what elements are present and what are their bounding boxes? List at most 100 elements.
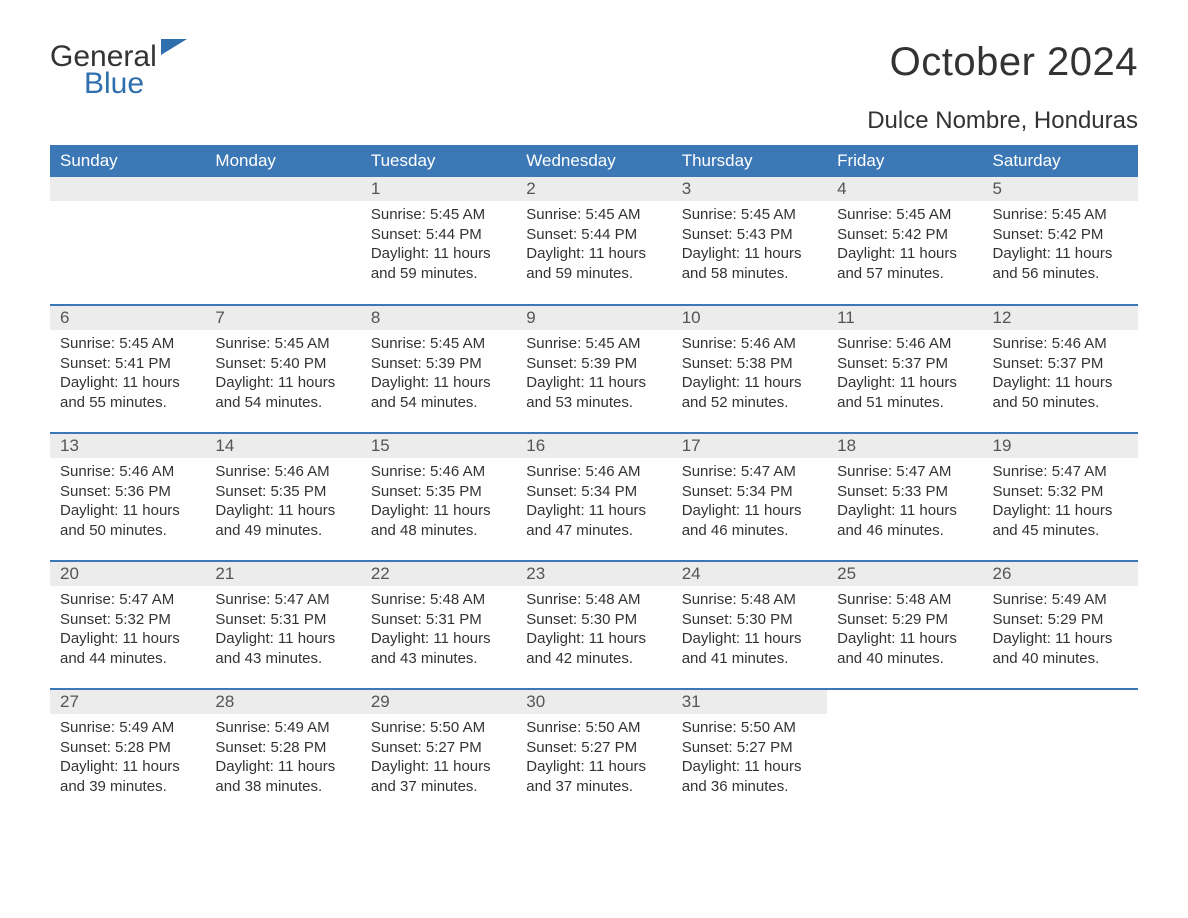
daylight-line: Daylight: 11 hours and 40 minutes. — [993, 629, 1128, 668]
day-number: 4 — [827, 177, 982, 201]
calendar-day-cell: 26Sunrise: 5:49 AMSunset: 5:29 PMDayligh… — [983, 561, 1138, 689]
day-number: 6 — [50, 306, 205, 330]
day-header: Tuesday — [361, 145, 516, 177]
sunset-line: Sunset: 5:37 PM — [993, 354, 1128, 374]
sunset-line: Sunset: 5:27 PM — [682, 738, 817, 758]
sunrise-line: Sunrise: 5:47 AM — [993, 462, 1128, 482]
day-header: Wednesday — [516, 145, 671, 177]
sunrise-line: Sunrise: 5:46 AM — [682, 334, 817, 354]
sunset-line: Sunset: 5:39 PM — [371, 354, 506, 374]
location-label: Dulce Nombre, Honduras — [50, 107, 1138, 135]
sunrise-line: Sunrise: 5:48 AM — [371, 590, 506, 610]
calendar-day-cell — [205, 177, 360, 305]
sunset-line: Sunset: 5:36 PM — [60, 482, 195, 502]
day-number: 5 — [983, 177, 1138, 201]
daylight-line: Daylight: 11 hours and 42 minutes. — [526, 629, 661, 668]
daylight-line: Daylight: 11 hours and 59 minutes. — [371, 244, 506, 283]
day-details: Sunrise: 5:47 AMSunset: 5:32 PMDaylight:… — [50, 586, 205, 676]
day-details: Sunrise: 5:45 AMSunset: 5:39 PMDaylight:… — [361, 330, 516, 420]
daylight-line: Daylight: 11 hours and 51 minutes. — [837, 373, 972, 412]
sunset-line: Sunset: 5:44 PM — [526, 225, 661, 245]
day-number: 1 — [361, 177, 516, 201]
day-details: Sunrise: 5:47 AMSunset: 5:32 PMDaylight:… — [983, 458, 1138, 548]
daylight-line: Daylight: 11 hours and 46 minutes. — [682, 501, 817, 540]
daylight-line: Daylight: 11 hours and 41 minutes. — [682, 629, 817, 668]
calendar-day-cell: 25Sunrise: 5:48 AMSunset: 5:29 PMDayligh… — [827, 561, 982, 689]
calendar-day-cell: 31Sunrise: 5:50 AMSunset: 5:27 PMDayligh… — [672, 689, 827, 817]
sunset-line: Sunset: 5:42 PM — [837, 225, 972, 245]
calendar-day-cell: 27Sunrise: 5:49 AMSunset: 5:28 PMDayligh… — [50, 689, 205, 817]
month-title: October 2024 — [890, 40, 1138, 85]
day-header: Friday — [827, 145, 982, 177]
daylight-line: Daylight: 11 hours and 57 minutes. — [837, 244, 972, 283]
day-number: 15 — [361, 434, 516, 458]
calendar-week-row: 1Sunrise: 5:45 AMSunset: 5:44 PMDaylight… — [50, 177, 1138, 305]
empty-day-number — [205, 177, 360, 201]
day-number: 22 — [361, 562, 516, 586]
calendar-day-cell: 20Sunrise: 5:47 AMSunset: 5:32 PMDayligh… — [50, 561, 205, 689]
day-number: 24 — [672, 562, 827, 586]
sunrise-line: Sunrise: 5:45 AM — [526, 205, 661, 225]
sunrise-line: Sunrise: 5:47 AM — [60, 590, 195, 610]
daylight-line: Daylight: 11 hours and 59 minutes. — [526, 244, 661, 283]
sunrise-line: Sunrise: 5:45 AM — [837, 205, 972, 225]
day-details: Sunrise: 5:46 AMSunset: 5:34 PMDaylight:… — [516, 458, 671, 548]
day-details: Sunrise: 5:50 AMSunset: 5:27 PMDaylight:… — [672, 714, 827, 804]
calendar-day-cell: 3Sunrise: 5:45 AMSunset: 5:43 PMDaylight… — [672, 177, 827, 305]
day-number: 7 — [205, 306, 360, 330]
day-number: 14 — [205, 434, 360, 458]
sunset-line: Sunset: 5:29 PM — [993, 610, 1128, 630]
calendar-table: SundayMondayTuesdayWednesdayThursdayFrid… — [50, 145, 1138, 817]
daylight-line: Daylight: 11 hours and 43 minutes. — [371, 629, 506, 668]
sunrise-line: Sunrise: 5:49 AM — [993, 590, 1128, 610]
calendar-day-cell: 30Sunrise: 5:50 AMSunset: 5:27 PMDayligh… — [516, 689, 671, 817]
calendar-day-cell: 2Sunrise: 5:45 AMSunset: 5:44 PMDaylight… — [516, 177, 671, 305]
calendar-week-row: 27Sunrise: 5:49 AMSunset: 5:28 PMDayligh… — [50, 689, 1138, 817]
calendar-day-cell — [50, 177, 205, 305]
day-details: Sunrise: 5:45 AMSunset: 5:44 PMDaylight:… — [516, 201, 671, 291]
daylight-line: Daylight: 11 hours and 50 minutes. — [993, 373, 1128, 412]
daylight-line: Daylight: 11 hours and 54 minutes. — [371, 373, 506, 412]
sunset-line: Sunset: 5:29 PM — [837, 610, 972, 630]
day-number: 17 — [672, 434, 827, 458]
calendar-day-cell — [983, 689, 1138, 817]
sunrise-line: Sunrise: 5:45 AM — [682, 205, 817, 225]
sunrise-line: Sunrise: 5:45 AM — [371, 334, 506, 354]
sunset-line: Sunset: 5:41 PM — [60, 354, 195, 374]
daylight-line: Daylight: 11 hours and 56 minutes. — [993, 244, 1128, 283]
sunrise-line: Sunrise: 5:48 AM — [837, 590, 972, 610]
calendar-day-cell: 22Sunrise: 5:48 AMSunset: 5:31 PMDayligh… — [361, 561, 516, 689]
sunset-line: Sunset: 5:38 PM — [682, 354, 817, 374]
daylight-line: Daylight: 11 hours and 38 minutes. — [215, 757, 350, 796]
day-details: Sunrise: 5:47 AMSunset: 5:33 PMDaylight:… — [827, 458, 982, 548]
day-details: Sunrise: 5:49 AMSunset: 5:29 PMDaylight:… — [983, 586, 1138, 676]
day-number: 9 — [516, 306, 671, 330]
day-number: 31 — [672, 690, 827, 714]
empty-day-number — [50, 177, 205, 201]
day-details: Sunrise: 5:46 AMSunset: 5:35 PMDaylight:… — [361, 458, 516, 548]
calendar-thead: SundayMondayTuesdayWednesdayThursdayFrid… — [50, 145, 1138, 177]
sunrise-line: Sunrise: 5:49 AM — [215, 718, 350, 738]
calendar-day-cell: 5Sunrise: 5:45 AMSunset: 5:42 PMDaylight… — [983, 177, 1138, 305]
sunrise-line: Sunrise: 5:45 AM — [60, 334, 195, 354]
day-details: Sunrise: 5:48 AMSunset: 5:30 PMDaylight:… — [516, 586, 671, 676]
day-details: Sunrise: 5:50 AMSunset: 5:27 PMDaylight:… — [516, 714, 671, 804]
sunrise-line: Sunrise: 5:45 AM — [371, 205, 506, 225]
calendar-day-cell: 10Sunrise: 5:46 AMSunset: 5:38 PMDayligh… — [672, 305, 827, 433]
logo-triangle-icon — [161, 39, 187, 55]
day-details: Sunrise: 5:45 AMSunset: 5:42 PMDaylight:… — [827, 201, 982, 291]
day-details: Sunrise: 5:48 AMSunset: 5:31 PMDaylight:… — [361, 586, 516, 676]
sunset-line: Sunset: 5:35 PM — [371, 482, 506, 502]
day-number: 29 — [361, 690, 516, 714]
sunset-line: Sunset: 5:44 PM — [371, 225, 506, 245]
sunrise-line: Sunrise: 5:49 AM — [60, 718, 195, 738]
day-details: Sunrise: 5:45 AMSunset: 5:41 PMDaylight:… — [50, 330, 205, 420]
daylight-line: Daylight: 11 hours and 37 minutes. — [526, 757, 661, 796]
calendar-day-cell: 7Sunrise: 5:45 AMSunset: 5:40 PMDaylight… — [205, 305, 360, 433]
calendar-day-cell: 8Sunrise: 5:45 AMSunset: 5:39 PMDaylight… — [361, 305, 516, 433]
day-details: Sunrise: 5:46 AMSunset: 5:38 PMDaylight:… — [672, 330, 827, 420]
daylight-line: Daylight: 11 hours and 47 minutes. — [526, 501, 661, 540]
sunrise-line: Sunrise: 5:45 AM — [215, 334, 350, 354]
day-number: 12 — [983, 306, 1138, 330]
sunset-line: Sunset: 5:37 PM — [837, 354, 972, 374]
